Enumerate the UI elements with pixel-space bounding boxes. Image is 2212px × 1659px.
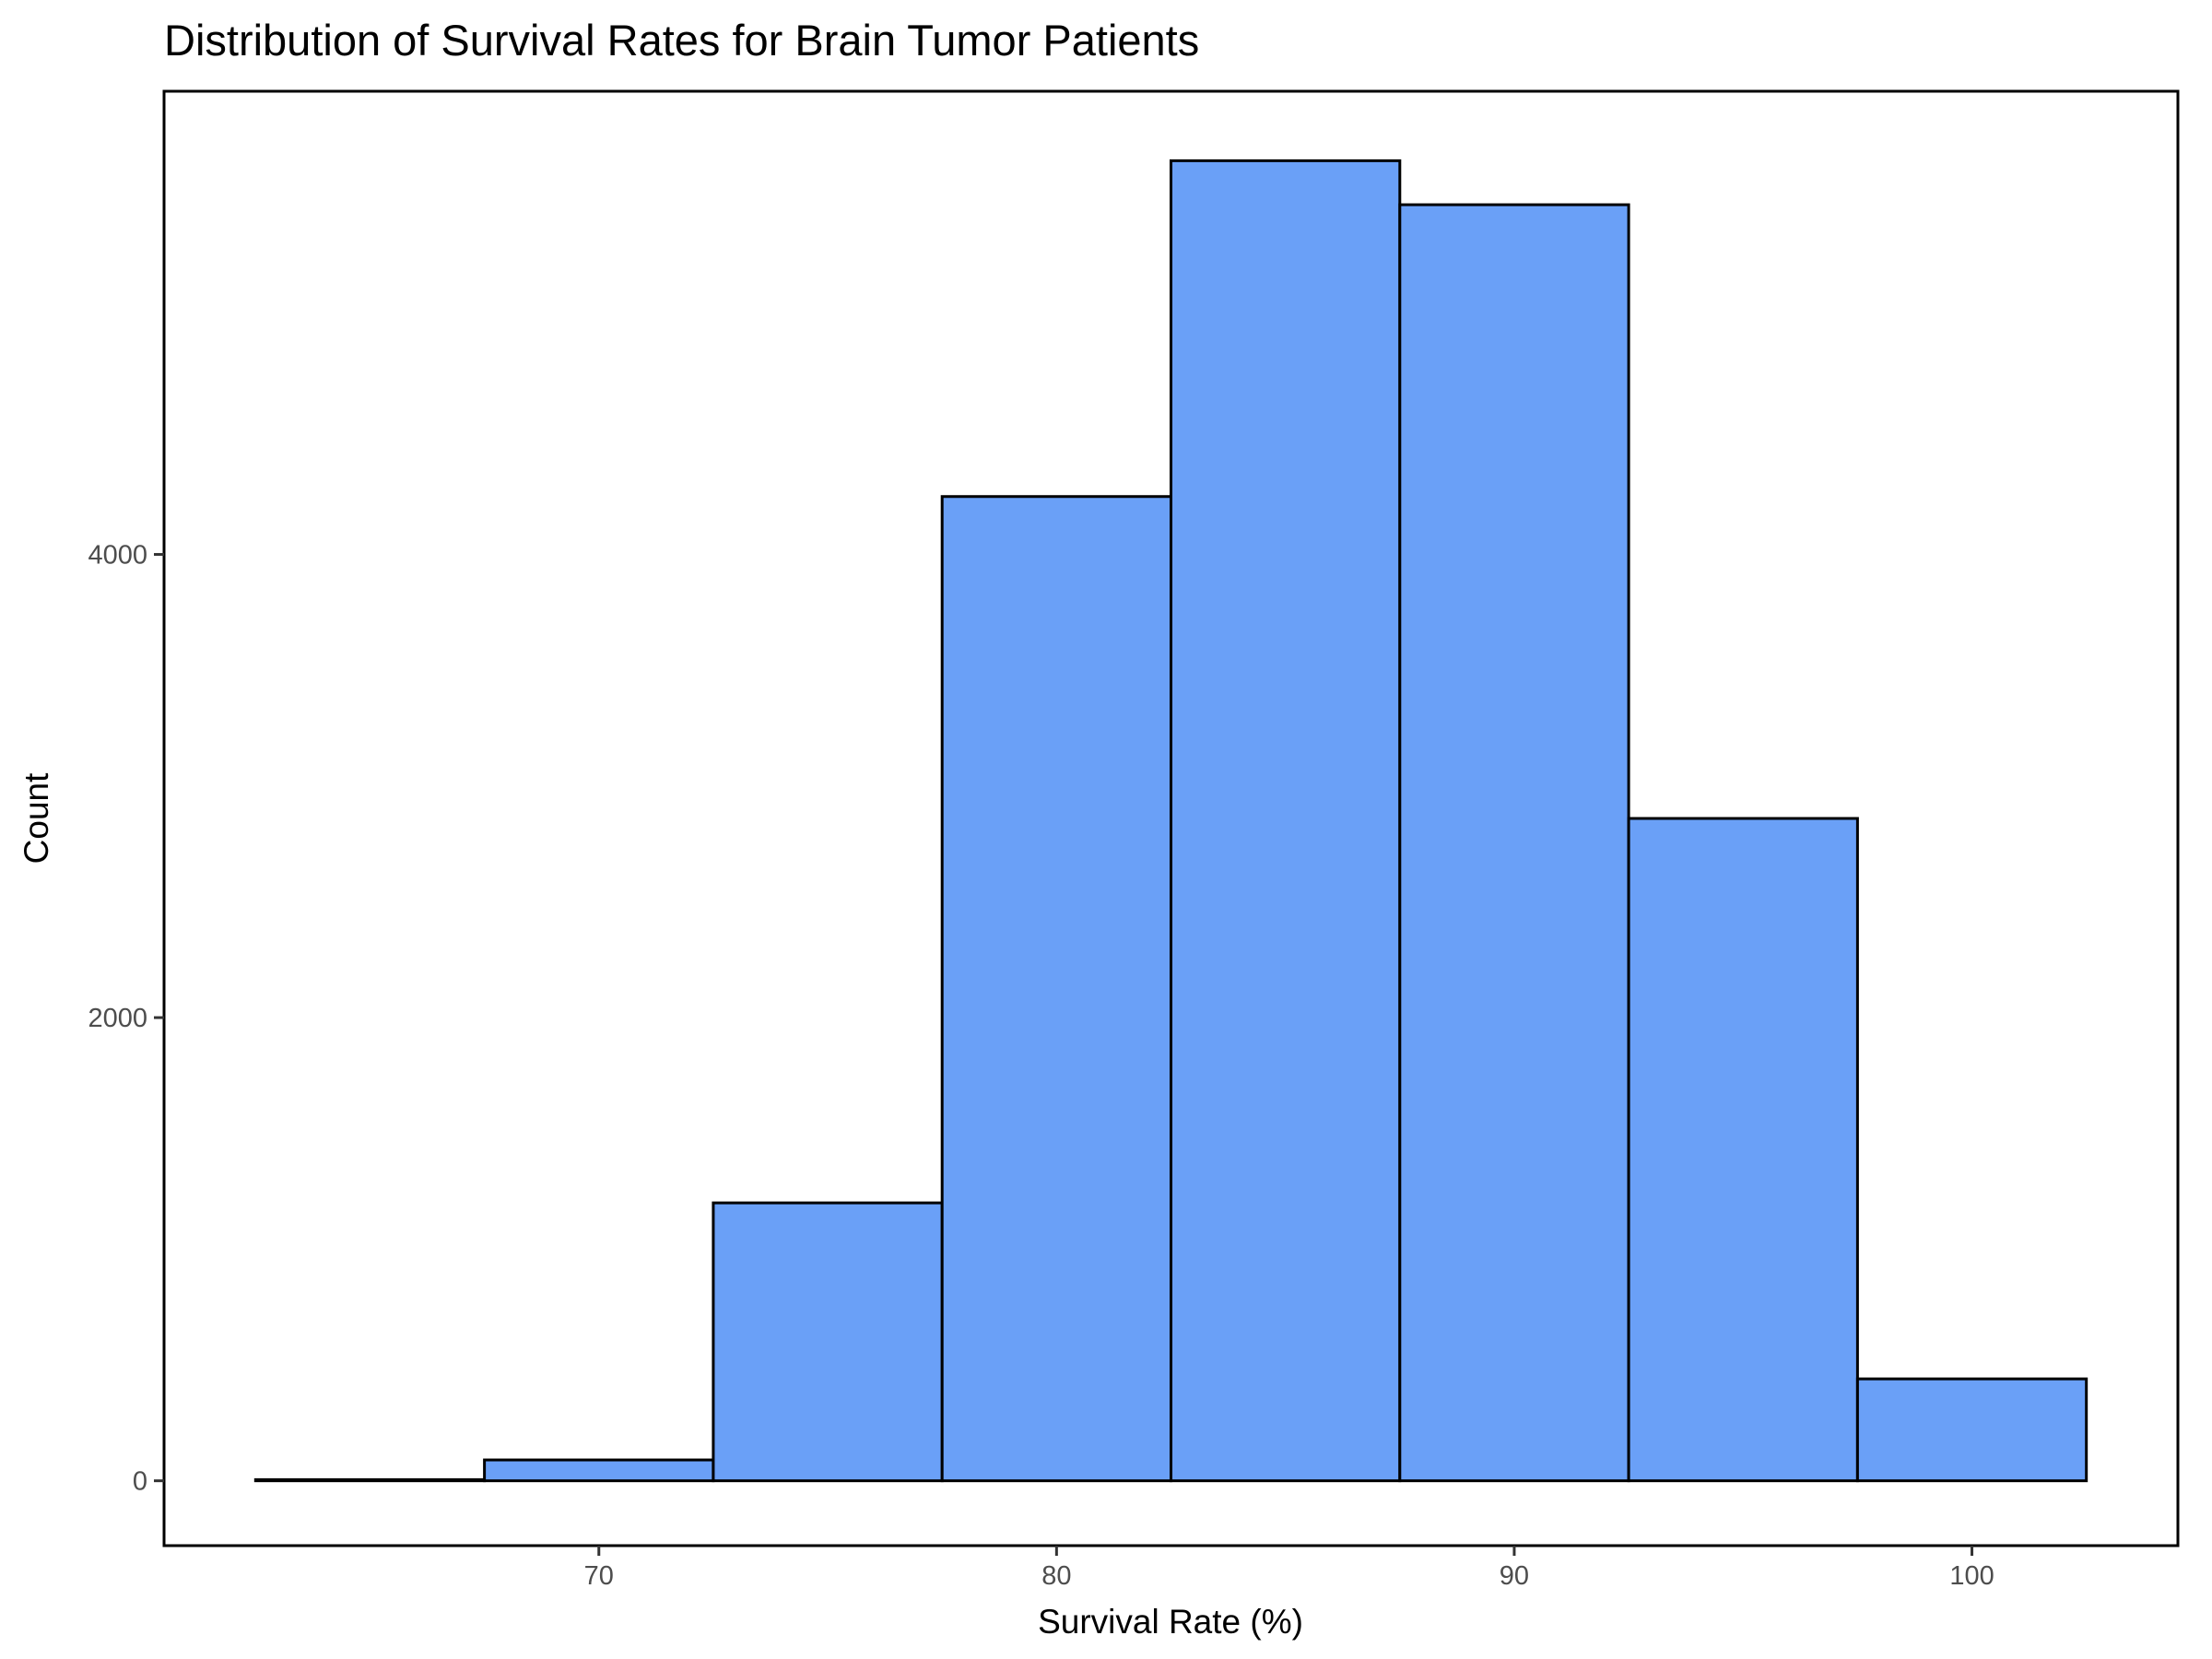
y-tick-label: 0: [133, 1467, 147, 1497]
histogram-bar-2: [712, 1201, 944, 1483]
plot-panel-border: [162, 89, 2180, 1547]
x-axis-title: Survival Rate (%): [1038, 1603, 1303, 1641]
histogram-bar-7: [1855, 1377, 2088, 1483]
histogram-bar-5: [1398, 203, 1630, 1483]
histogram-bar-6: [1627, 817, 1859, 1483]
y-axis-title: Count: [18, 772, 55, 864]
chart-title: Distribution of Survival Rates for Brain…: [164, 16, 1199, 65]
histogram-bar-4: [1170, 159, 1402, 1483]
y-tick-label: 2000: [88, 1004, 147, 1033]
x-tick-label: 90: [1500, 1561, 1529, 1591]
x-tick-label: 70: [584, 1561, 614, 1591]
x-axis-ticks: 70 80 90 100: [584, 1546, 1994, 1591]
y-tick-label: 4000: [88, 541, 147, 571]
x-tick-label: 80: [1041, 1561, 1071, 1591]
bars-group: [253, 159, 2088, 1483]
histogram-bar-3: [940, 495, 1172, 1483]
y-axis-ticks: 0 2000 4000: [88, 541, 164, 1497]
x-tick-label: 100: [1949, 1561, 1994, 1591]
histogram-bar-0: [253, 1477, 487, 1483]
histogram-bar-1: [483, 1458, 715, 1483]
